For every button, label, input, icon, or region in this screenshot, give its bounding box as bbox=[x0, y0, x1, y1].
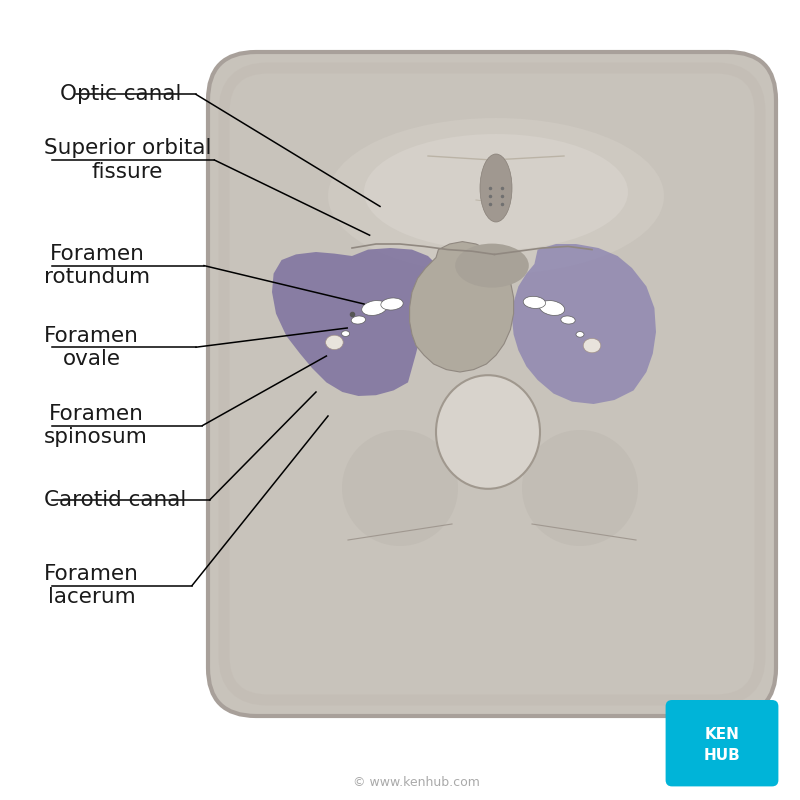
Ellipse shape bbox=[561, 316, 575, 324]
Text: Superior orbital
fissure: Superior orbital fissure bbox=[44, 138, 211, 182]
Ellipse shape bbox=[364, 134, 628, 250]
Text: Optic canal: Optic canal bbox=[60, 84, 182, 104]
Text: Carotid canal: Carotid canal bbox=[44, 490, 186, 510]
Ellipse shape bbox=[326, 335, 343, 350]
Text: Foramen
lacerum: Foramen lacerum bbox=[44, 564, 139, 607]
Text: Foramen
spinosum: Foramen spinosum bbox=[44, 404, 148, 447]
Polygon shape bbox=[410, 242, 514, 372]
Text: HUB: HUB bbox=[704, 749, 740, 763]
Polygon shape bbox=[272, 248, 438, 396]
Ellipse shape bbox=[480, 154, 512, 222]
Text: Foramen
rotundum: Foramen rotundum bbox=[44, 244, 150, 287]
Ellipse shape bbox=[328, 118, 664, 274]
Ellipse shape bbox=[342, 430, 458, 546]
Ellipse shape bbox=[455, 243, 529, 288]
FancyBboxPatch shape bbox=[208, 52, 776, 716]
Text: KEN: KEN bbox=[705, 727, 739, 742]
Ellipse shape bbox=[539, 301, 565, 315]
Ellipse shape bbox=[522, 430, 638, 546]
Ellipse shape bbox=[436, 375, 540, 489]
Text: © www.kenhub.com: © www.kenhub.com bbox=[353, 776, 479, 789]
Polygon shape bbox=[512, 244, 656, 404]
Ellipse shape bbox=[351, 316, 366, 324]
Ellipse shape bbox=[342, 331, 350, 336]
Text: Foramen
ovale: Foramen ovale bbox=[44, 326, 139, 369]
Ellipse shape bbox=[583, 338, 601, 353]
Ellipse shape bbox=[362, 301, 387, 315]
Ellipse shape bbox=[576, 331, 584, 338]
Ellipse shape bbox=[523, 296, 546, 309]
Ellipse shape bbox=[381, 298, 403, 310]
FancyBboxPatch shape bbox=[666, 700, 778, 786]
